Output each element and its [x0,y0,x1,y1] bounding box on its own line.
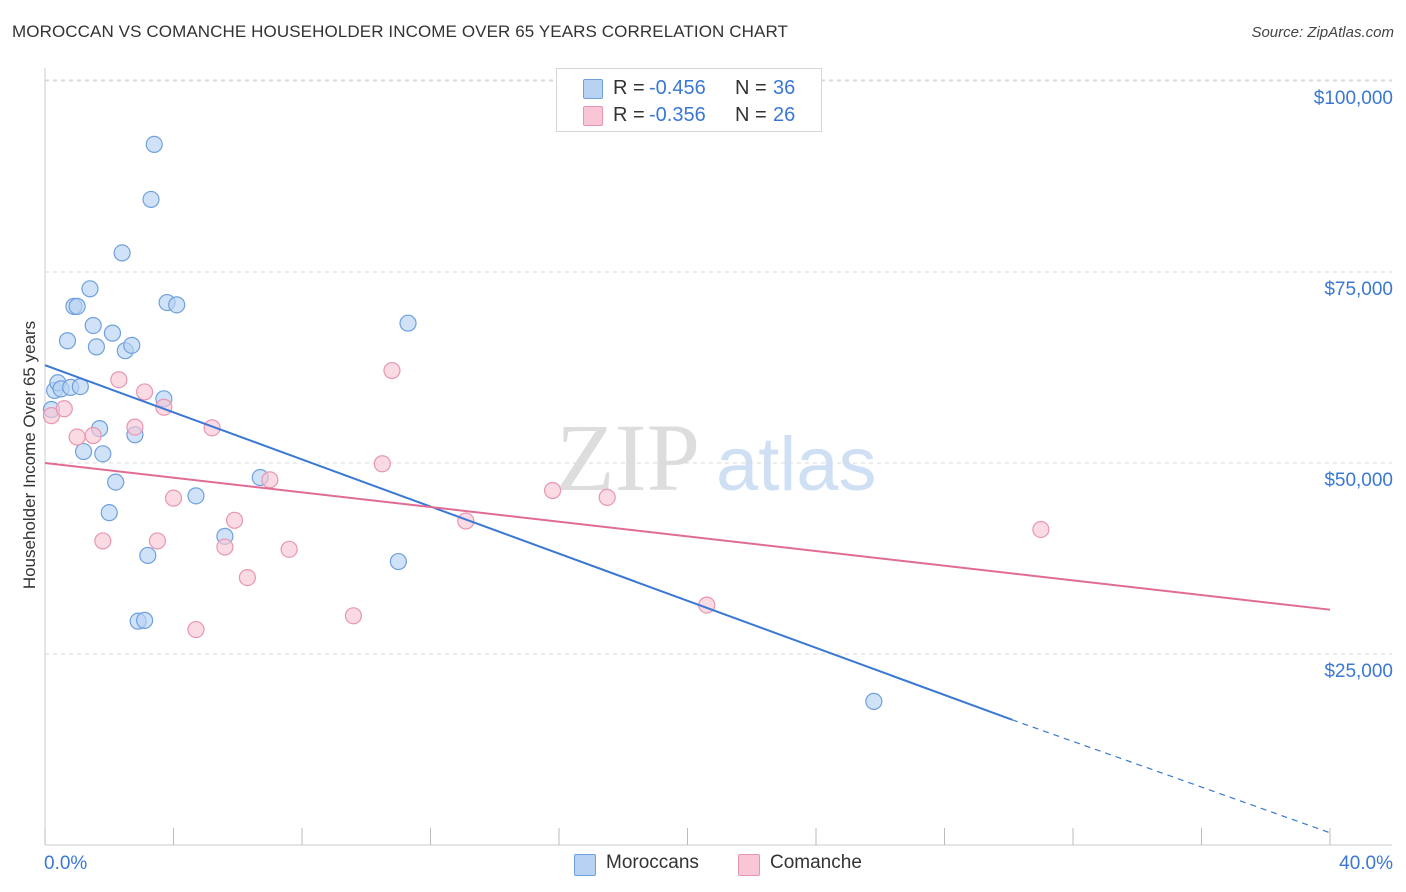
point-moroccans [187,487,205,505]
point-comanche [238,568,256,587]
point-comanche [261,471,279,489]
legend-n-label: N = [735,77,767,99]
point-moroccans [100,504,118,522]
point-comanche [110,371,128,389]
point-moroccans [58,332,77,350]
point-comanche [373,455,391,473]
point-comanche [126,418,144,436]
watermark-atlas: atlas [716,422,877,507]
legend-row-comanche: R = -0.356 N = 26 [557,100,821,128]
point-comanche [280,540,298,558]
point-comanche [203,419,221,437]
point-comanche [164,489,183,507]
x-tick-label-min: 0.0% [44,853,87,874]
trend-line-comanche [44,462,1331,611]
point-comanche [225,511,244,529]
point-moroccans [113,244,131,262]
point-moroccans [389,552,407,571]
y-tick-label: $100,000 [1314,88,1393,109]
point-comanche [598,488,616,506]
y-tick-label: $75,000 [1324,279,1393,300]
series-legend: Moroccans Comanche [0,852,1406,878]
point-moroccans [399,314,417,332]
point-comanche [344,607,362,625]
point-comanche [135,383,154,401]
point-moroccans [145,135,163,154]
watermark-zip: ZIP [556,404,700,511]
series-label-moroccans: Moroccans [606,852,699,873]
legend-n-value: 36 [773,77,796,99]
series-swatch-moroccans [574,854,596,876]
point-comanche [68,428,86,446]
point-moroccans [68,297,86,315]
point-moroccans [107,473,125,491]
series-swatch-comanche [738,854,760,876]
legend-r-label: R = [613,77,645,99]
y-tick-label: $25,000 [1324,661,1393,682]
point-comanche [1032,520,1050,539]
point-comanche [84,426,102,445]
point-moroccans [103,324,122,342]
legend-r-label: R = [613,104,645,126]
point-moroccans [123,336,141,354]
series-label-comanche: Comanche [770,852,862,873]
point-comanche [55,400,73,418]
trend-line-moroccans [44,364,1013,721]
legend-row-moroccans: R = -0.456 N = 36 [557,73,821,101]
point-moroccans [139,546,157,565]
x-tick-label-max: 40.0% [1339,853,1393,874]
legend-r-value: -0.356 [649,104,706,126]
source-label: Source: ZipAtlas.com [1251,24,1394,41]
legend-swatch-comanche [583,106,603,126]
point-moroccans [168,296,186,314]
legend-r-value: -0.456 [649,77,706,99]
point-comanche [543,481,562,500]
legend-swatch-moroccans [583,79,603,99]
point-moroccans [865,692,883,710]
point-comanche [216,538,234,556]
chart-title: MOROCCAN VS COMANCHE HOUSEHOLDER INCOME … [12,22,789,41]
legend-n-value: 26 [773,104,796,126]
point-comanche [148,532,167,550]
point-comanche [383,361,401,380]
point-moroccans [74,442,93,461]
point-moroccans [81,280,99,298]
point-comanche [187,620,205,639]
point-moroccans [142,190,160,209]
point-comanche [94,532,112,550]
point-moroccans [84,316,102,335]
correlation-legend: R = -0.456 N = 36 R = -0.356 N = 26 [556,68,822,132]
legend-n-label: N = [735,104,767,126]
y-axis-title: Householder Income Over 65 years [20,321,39,589]
y-tick-label: $50,000 [1324,470,1393,491]
trend-line-moroccans-extension [1011,719,1331,834]
point-moroccans [94,445,112,463]
point-moroccans [135,611,154,629]
point-moroccans [87,338,106,356]
